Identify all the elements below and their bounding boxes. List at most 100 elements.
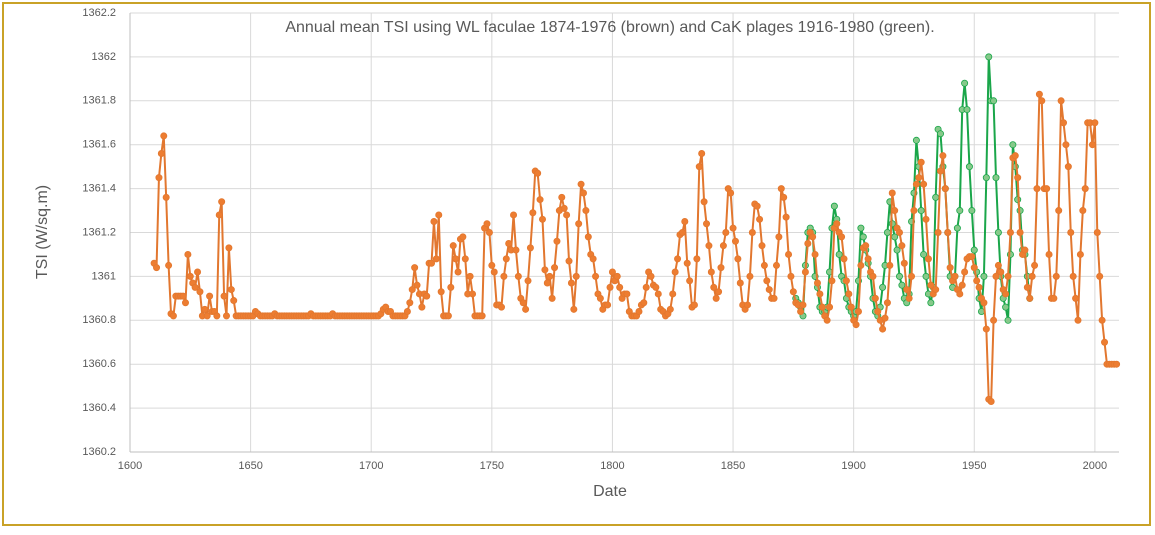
data-point <box>203 312 211 320</box>
data-point <box>818 303 826 311</box>
data-point <box>944 228 952 236</box>
data-point <box>946 264 954 272</box>
data-point <box>980 272 988 280</box>
data-point <box>857 224 865 232</box>
data-point <box>961 268 969 276</box>
data-point <box>589 255 597 263</box>
data-point <box>753 202 761 210</box>
data-point <box>910 207 918 215</box>
data-point <box>698 149 706 157</box>
data-point <box>712 294 720 302</box>
data-point <box>478 312 486 320</box>
data-point <box>435 211 443 219</box>
data-point <box>879 325 887 333</box>
data-point <box>997 268 1005 276</box>
data-point <box>912 136 920 144</box>
data-point <box>994 228 1002 236</box>
y-tick-label: 1361.8 <box>82 95 116 107</box>
data-point <box>575 220 583 228</box>
data-point <box>529 209 537 217</box>
data-point <box>744 301 752 309</box>
data-point <box>1067 228 1075 236</box>
data-point <box>459 233 467 241</box>
data-point <box>961 79 969 87</box>
data-point <box>1014 174 1022 182</box>
data-point <box>186 272 194 280</box>
data-point <box>1033 185 1041 193</box>
data-point <box>813 279 821 287</box>
data-point <box>705 242 713 250</box>
data-point <box>153 264 161 272</box>
data-point <box>830 202 838 210</box>
data-point <box>227 286 235 294</box>
x-axis-label: Date <box>593 483 627 500</box>
data-point <box>937 167 945 175</box>
data-point <box>953 224 961 232</box>
data-point <box>201 305 209 313</box>
data-point <box>1028 272 1036 280</box>
data-point <box>678 228 686 236</box>
data-point <box>990 97 998 105</box>
data-point <box>526 244 534 252</box>
data-point <box>1091 119 1099 127</box>
data-point <box>1081 185 1089 193</box>
data-point <box>194 268 202 276</box>
data-point <box>510 211 518 219</box>
data-point <box>1096 272 1104 280</box>
data-point <box>452 255 460 263</box>
data-point <box>502 255 510 263</box>
series-layer <box>150 53 1121 406</box>
data-point <box>230 297 238 305</box>
data-point <box>777 185 785 193</box>
data-point <box>833 220 841 228</box>
data-point <box>647 272 655 280</box>
data-point <box>1035 90 1043 98</box>
data-point <box>1002 303 1010 311</box>
data-point <box>715 288 723 296</box>
data-point <box>565 257 573 265</box>
data-point <box>196 288 204 296</box>
data-point <box>536 196 544 204</box>
y-tick-label: 1360.4 <box>82 402 116 414</box>
data-point <box>871 294 879 302</box>
data-point <box>524 277 532 285</box>
data-point <box>403 308 411 316</box>
data-point <box>927 281 935 289</box>
data-point <box>1004 272 1012 280</box>
data-point <box>746 272 754 280</box>
data-point <box>1074 316 1082 324</box>
data-point <box>835 250 843 258</box>
data-point <box>862 242 870 250</box>
data-point <box>956 290 964 298</box>
data-point <box>1043 185 1051 193</box>
data-point <box>485 228 493 236</box>
data-point <box>900 259 908 267</box>
data-point <box>1006 228 1014 236</box>
data-point <box>922 272 930 280</box>
data-point <box>206 292 214 300</box>
data-point <box>584 233 592 241</box>
data-point <box>1060 119 1068 127</box>
data-point <box>883 299 891 307</box>
data-point <box>934 228 942 236</box>
data-point <box>1101 338 1109 346</box>
data-point <box>859 233 867 241</box>
data-point <box>854 308 862 316</box>
data-point <box>1093 228 1101 236</box>
data-point <box>432 255 440 263</box>
data-point <box>1098 316 1106 324</box>
data-point <box>423 292 431 300</box>
data-point <box>666 305 674 313</box>
data-point <box>895 228 903 236</box>
data-point <box>604 301 612 309</box>
data-point <box>951 272 959 280</box>
data-point <box>722 228 730 236</box>
data-point <box>932 286 940 294</box>
data-point <box>908 272 916 280</box>
data-point <box>1055 207 1063 215</box>
data-point <box>534 169 542 177</box>
data-point <box>411 264 419 272</box>
data-point <box>811 250 819 258</box>
data-point <box>912 180 920 188</box>
data-point <box>1062 141 1070 149</box>
